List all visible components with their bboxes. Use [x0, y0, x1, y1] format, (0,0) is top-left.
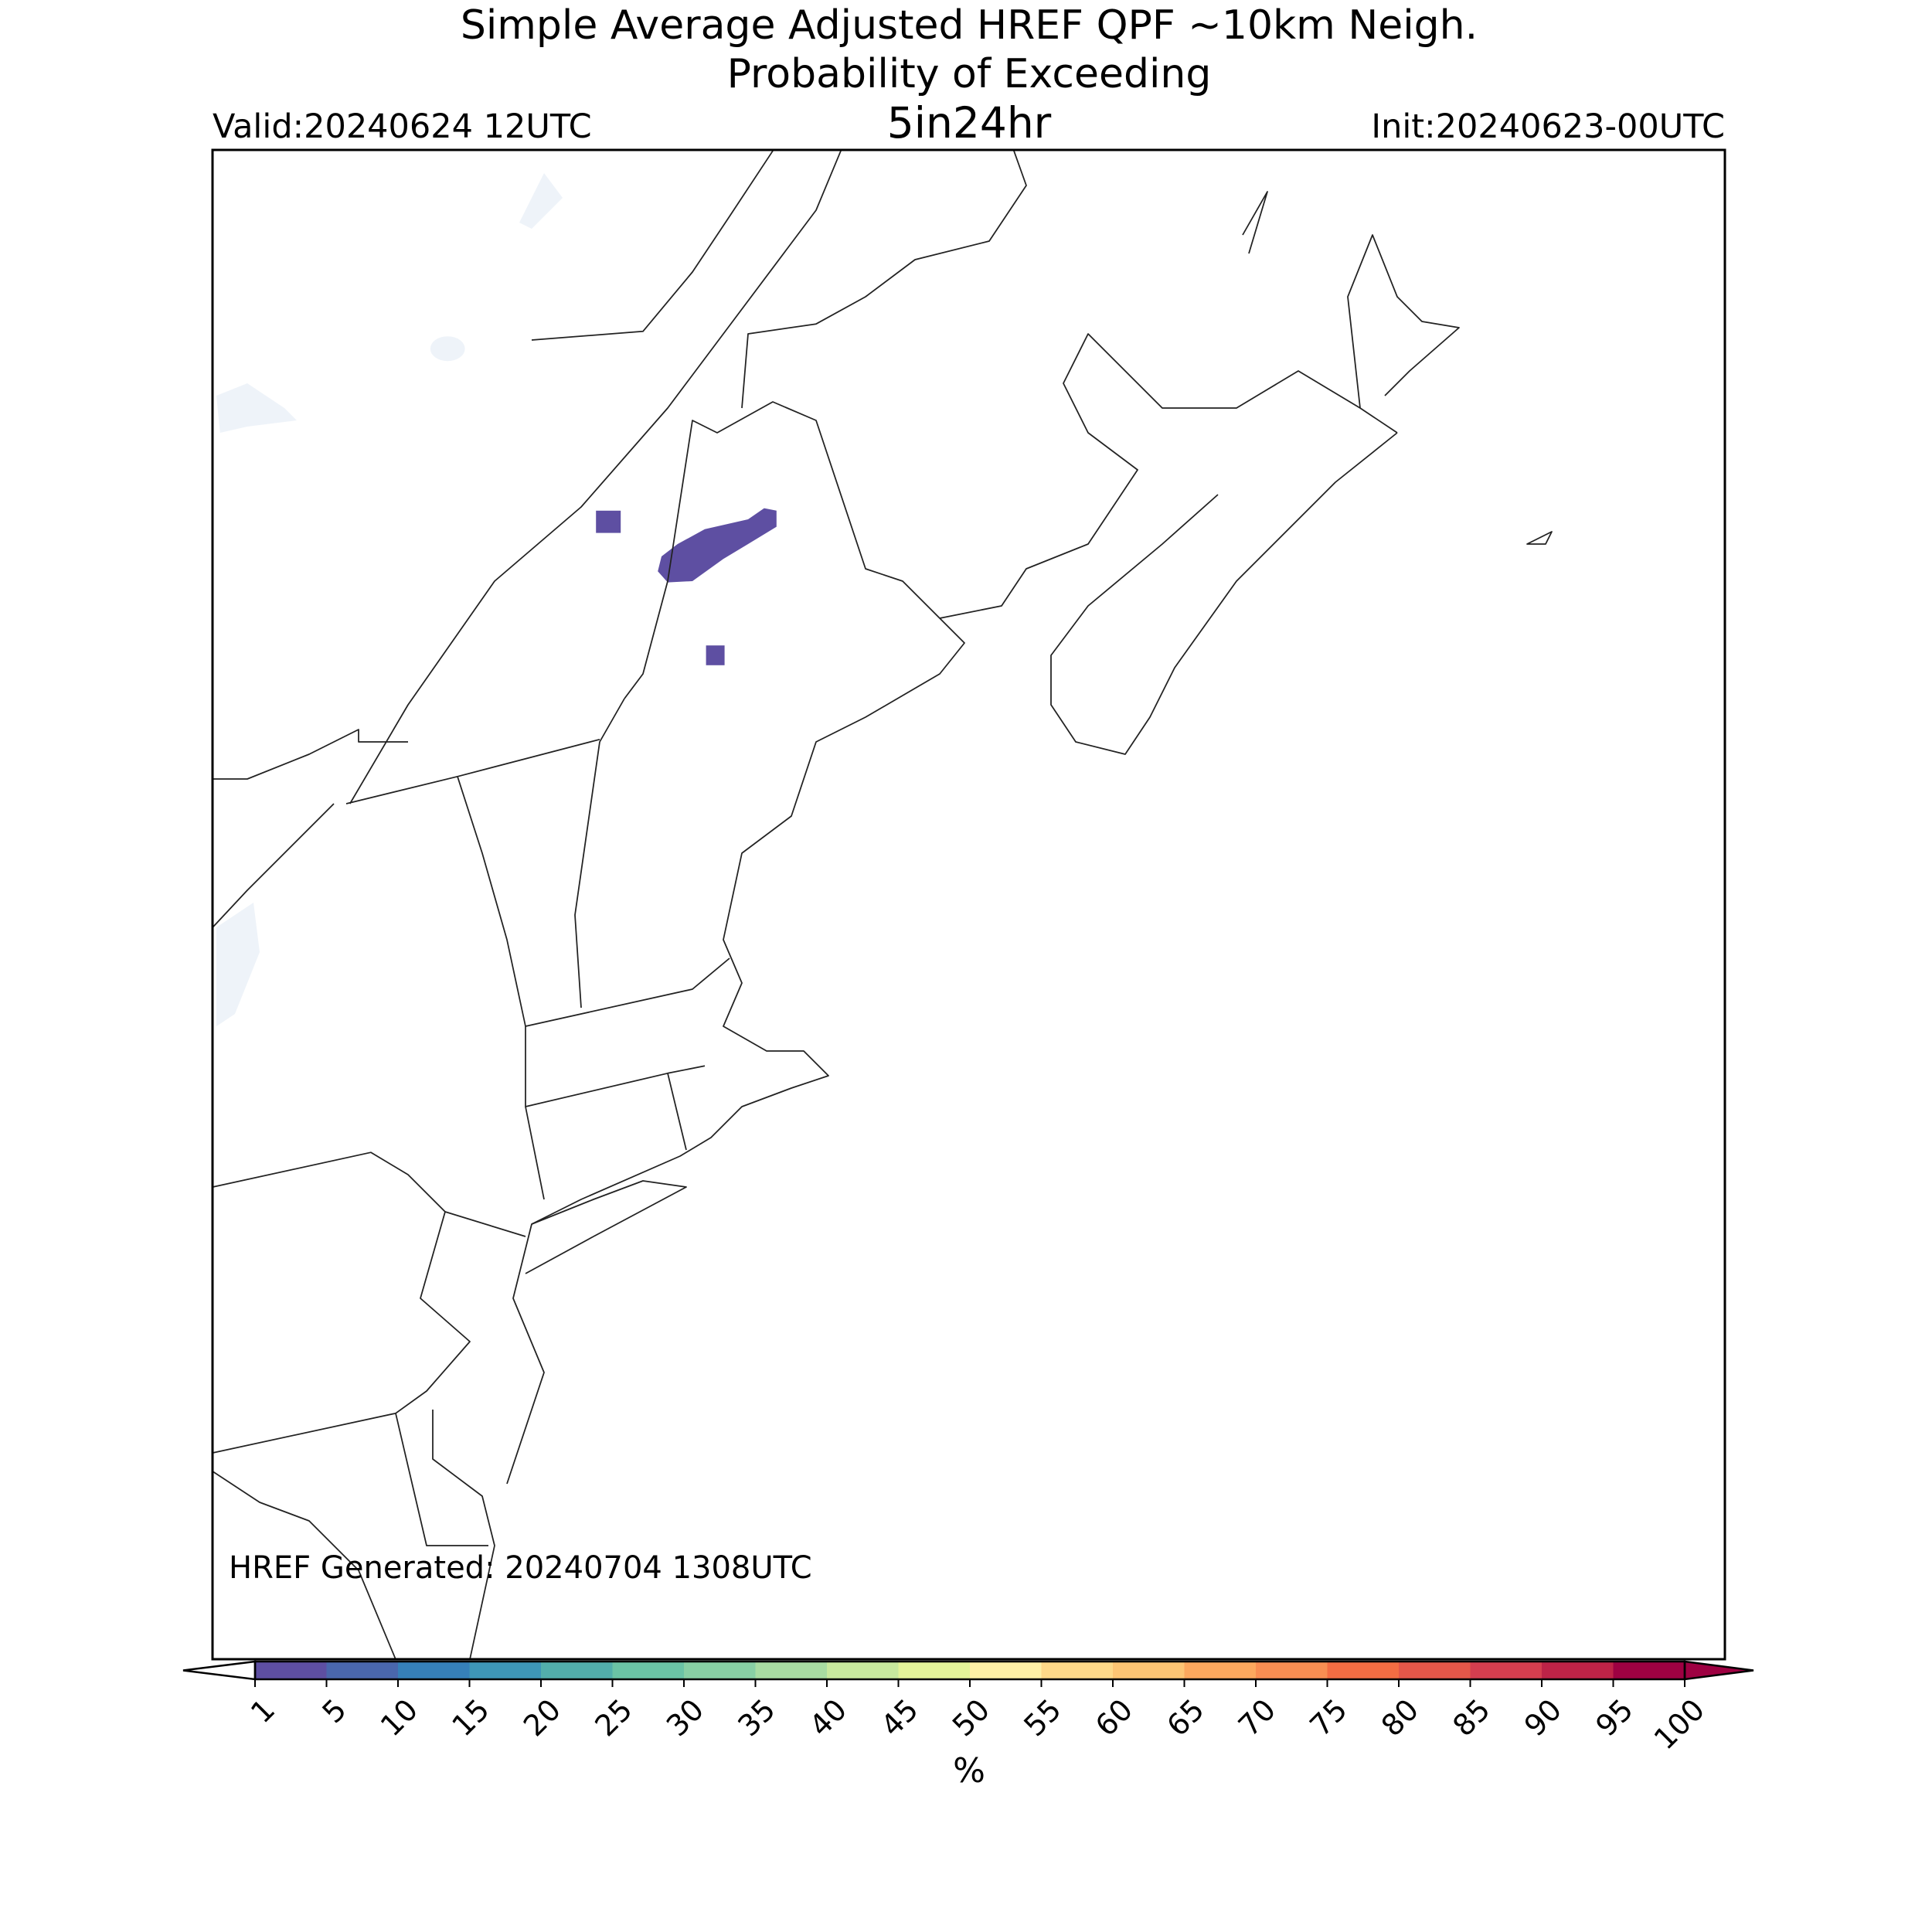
lakes	[216, 173, 563, 1026]
threshold: 5in24hr	[887, 98, 1052, 148]
colorbar-segment	[898, 1662, 971, 1679]
colorbar-tick-label: 70	[1232, 1692, 1282, 1743]
colorbar-tick-label: 75	[1303, 1692, 1353, 1743]
colorbar-tick-label: 60	[1089, 1692, 1139, 1743]
colorbar-segment	[326, 1662, 399, 1679]
colorbar-segment	[398, 1662, 470, 1679]
colorbar-segment	[1041, 1662, 1114, 1679]
colorbar-segment	[1327, 1662, 1400, 1679]
colorbar-segment	[755, 1662, 828, 1679]
colorbar-tick-label: 90	[1518, 1692, 1568, 1743]
colorbar-tick-label: 95	[1589, 1692, 1639, 1743]
boundaries	[212, 150, 1553, 1660]
probability-area	[596, 508, 777, 665]
title-line: Simple Average Adjusted HREF QPF ~10km N…	[461, 2, 1478, 49]
colorbar-tick-label: 80	[1375, 1692, 1425, 1743]
valid-time: Valid:20240624 12UTC	[213, 107, 592, 146]
init-time: Init:20240623-00UTC	[1371, 107, 1725, 146]
colorbar-segment	[1256, 1662, 1328, 1679]
colorbar-segment	[1542, 1662, 1614, 1679]
colorbar-tick-label: 10	[374, 1692, 424, 1743]
colorbar-segment	[1113, 1662, 1185, 1679]
map	[212, 150, 1553, 1660]
colorbar-tick-label: 55	[1017, 1692, 1067, 1743]
colorbar-segment	[255, 1662, 327, 1679]
colorbar-tick-label: 30	[660, 1692, 710, 1743]
colorbar-tick-label: 85	[1446, 1692, 1496, 1743]
colorbar-segment	[469, 1662, 542, 1679]
colorbar-tick-label: 40	[803, 1692, 853, 1743]
colorbar-over	[1683, 1660, 1754, 1681]
colorbar-segment	[1470, 1662, 1543, 1679]
colorbar: 1 5 10 15 20 25 30 35 40 45 50 55 60 65 70 75 80 85 90 95 10…	[182, 1660, 1754, 1756]
colorbar-tick-label: 25	[588, 1692, 638, 1743]
colorbar-tick-label: 20	[517, 1692, 567, 1743]
colorbar-tick-label: 100	[1648, 1692, 1711, 1756]
colorbar-segment	[1613, 1662, 1685, 1679]
generated-note: HREF Generated: 20240704 1308UTC	[229, 1550, 812, 1586]
colorbar-segment	[684, 1662, 756, 1679]
colorbar-segment	[827, 1662, 899, 1679]
colorbar-tick-label: 1	[244, 1692, 281, 1730]
colorbar-tick-label: 65	[1160, 1692, 1210, 1743]
colorbar-label: %	[953, 1751, 985, 1791]
colorbar-segment	[612, 1662, 685, 1679]
colorbar-segment	[970, 1662, 1042, 1679]
colorbar-segment	[541, 1662, 613, 1679]
colorbar-under	[182, 1660, 257, 1681]
map-frame	[211, 148, 1726, 1661]
colorbar-segment	[1184, 1662, 1257, 1679]
colorbar-tick-label: 5	[315, 1692, 352, 1730]
colorbar-tick-label: 45	[874, 1692, 924, 1743]
colorbar-tick-label: 35	[731, 1692, 781, 1743]
title-line: Probability of Exceeding	[727, 51, 1212, 97]
colorbar-tick-label: 50	[946, 1692, 996, 1743]
colorbar-tick-label: 15	[445, 1692, 495, 1743]
colorbar-segment	[1399, 1662, 1471, 1679]
